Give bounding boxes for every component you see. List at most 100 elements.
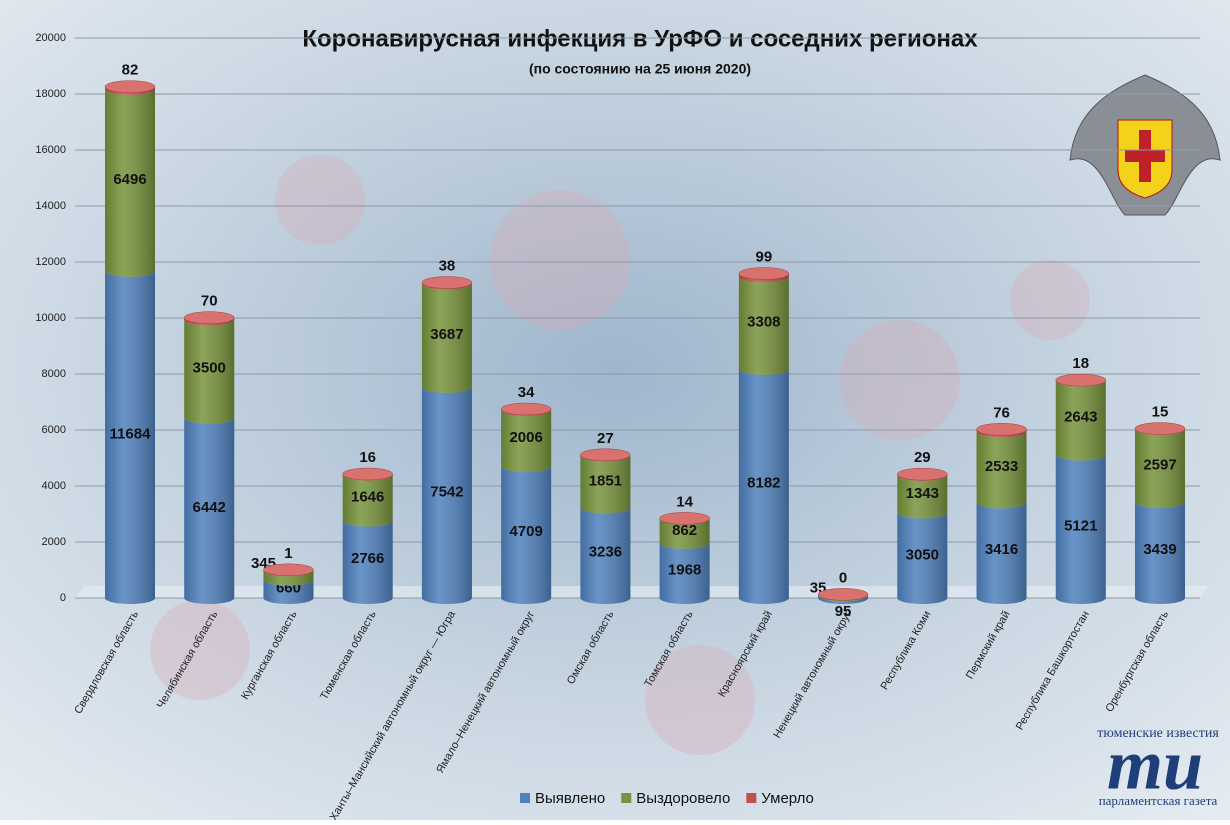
- logo-bottom: парламентская газета: [1099, 793, 1218, 808]
- value-label: 27: [597, 430, 614, 447]
- logo-top: тюменские известия: [1097, 726, 1219, 741]
- bar-shade: [342, 520, 393, 604]
- bar-cap: [104, 80, 156, 93]
- bar-shade: [1135, 428, 1185, 508]
- value-label: 76: [993, 404, 1010, 421]
- value-label: 3308: [747, 314, 780, 331]
- bar-shade: [738, 368, 789, 604]
- bar-cap: [897, 467, 948, 481]
- bar-shade: [976, 431, 1027, 509]
- bar-shade: [501, 466, 552, 605]
- value-label: 1851: [589, 472, 622, 489]
- value-label: 18: [1072, 355, 1089, 372]
- bar-shade: [659, 542, 710, 604]
- bar-shade: [580, 455, 631, 514]
- value-label: 2533: [985, 458, 1018, 475]
- y-tick-label: 18000: [35, 88, 66, 100]
- value-label: 5121: [1064, 517, 1097, 534]
- value-label: 3236: [589, 544, 622, 561]
- value-label: 1968: [668, 561, 701, 578]
- value-label: 82: [122, 62, 139, 79]
- value-label: 15: [1152, 404, 1169, 421]
- value-label: 29: [914, 449, 931, 466]
- y-tick-label: 6000: [42, 424, 66, 436]
- bar-shade: [659, 518, 710, 549]
- y-tick-label: 8000: [42, 368, 66, 380]
- value-label: 1646: [351, 488, 384, 505]
- value-label: 6496: [113, 171, 146, 188]
- bar-shade: [105, 270, 155, 604]
- bar-cap: [342, 467, 393, 481]
- value-label: 8182: [747, 474, 780, 491]
- bar-shade: [184, 417, 235, 604]
- value-label: 3500: [193, 360, 226, 377]
- bar-shade: [897, 512, 948, 604]
- bar-shade: [421, 386, 472, 604]
- value-label: 3050: [906, 546, 939, 563]
- bar-shade: [263, 579, 314, 604]
- value-label: 1343: [906, 485, 939, 502]
- legend-label: Выздоровело: [636, 790, 730, 807]
- bar-cap: [1055, 373, 1107, 387]
- bar-shade: [1055, 380, 1106, 461]
- bar-cap: [183, 311, 235, 324]
- y-tick-label: 16000: [35, 144, 66, 156]
- bar-cap: [659, 512, 710, 525]
- value-label: 3416: [985, 541, 1018, 558]
- bar-shade: [421, 283, 472, 393]
- value-label: 34: [518, 384, 535, 401]
- value-label: 99: [756, 248, 773, 265]
- value-label: 2643: [1064, 409, 1097, 426]
- chart-subtitle: (по состоянию на 25 июня 2020): [529, 61, 751, 77]
- value-label: 2006: [509, 429, 542, 446]
- legend-label: Умерло: [761, 790, 814, 807]
- bar-cap: [976, 423, 1027, 436]
- value-label: 862: [672, 522, 697, 539]
- bar-shade: [263, 569, 314, 586]
- bar-shade: [105, 86, 155, 95]
- value-label: 1: [284, 545, 292, 562]
- bar-shade: [976, 502, 1027, 604]
- bar-cap: [1134, 422, 1186, 435]
- value-label: 95: [835, 603, 852, 620]
- value-label: 7542: [430, 483, 463, 500]
- legend-swatch: [520, 793, 530, 803]
- bar-shade: [818, 595, 869, 604]
- decoration: [150, 155, 1090, 755]
- y-tick-label: 20000: [35, 32, 66, 44]
- bar-shade: [1055, 454, 1106, 604]
- bar-shade: [342, 474, 393, 527]
- y-tick-label: 0: [60, 592, 66, 604]
- value-label: 16: [359, 449, 376, 466]
- value-label: 2766: [351, 550, 384, 567]
- legend-swatch: [746, 793, 757, 803]
- plot-floor: [75, 586, 1210, 598]
- y-tick-label: 14000: [35, 200, 66, 212]
- y-tick-label: 2000: [42, 536, 66, 548]
- emblem: [1069, 74, 1221, 216]
- value-label: 70: [201, 293, 218, 310]
- bar-shade: [897, 474, 948, 519]
- bar-shade: [184, 317, 235, 326]
- legend-label: Выявлено: [535, 790, 605, 807]
- value-label: 14: [676, 493, 693, 510]
- y-tick-label: 4000: [42, 480, 66, 492]
- value-label: 2597: [1143, 456, 1176, 473]
- bar-shade: [976, 429, 1027, 438]
- bar-shade: [105, 88, 155, 277]
- bar-shade: [1135, 501, 1185, 604]
- value-label: 3687: [430, 326, 463, 343]
- y-tick-label: 10000: [35, 312, 66, 324]
- value-label: 0: [839, 569, 847, 586]
- bar-cap: [738, 267, 790, 280]
- bar-shade: [738, 276, 789, 375]
- bar-shade: [738, 273, 789, 283]
- chart-title: Коронавирусная инфекция в УрФО и соседни…: [302, 25, 978, 52]
- bar-cap: [500, 402, 552, 416]
- value-label: 38: [439, 257, 456, 274]
- bar-shade: [184, 319, 235, 424]
- bar-cap: [817, 588, 869, 601]
- bar-shade: [580, 507, 631, 604]
- value-label: 4709: [509, 523, 542, 540]
